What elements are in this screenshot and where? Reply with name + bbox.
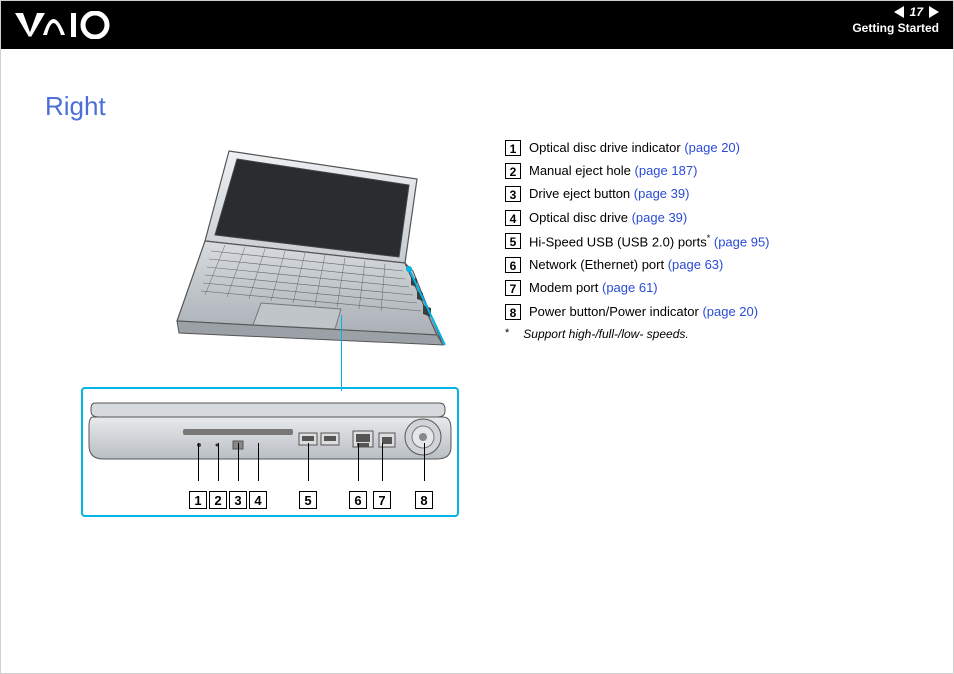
callout-row: 1234 5 67 8	[87, 483, 453, 509]
callout-line	[358, 443, 359, 481]
legend-row: 8 Power button/Power indicator (page 20)	[505, 303, 905, 321]
legend-text: Power button/Power indicator (page 20)	[529, 303, 905, 321]
callout-line	[218, 443, 219, 481]
legend-text: Optical disc drive (page 39)	[529, 209, 905, 227]
legend: 1 Optical disc drive indicator (page 20) 2…	[505, 139, 905, 343]
legend-label: Manual eject hole	[529, 163, 635, 178]
legend-row: 6 Network (Ethernet) port (page 63)	[505, 256, 905, 274]
legend-number-box: 1	[505, 140, 521, 156]
callout-line	[424, 443, 425, 481]
legend-label: Power button/Power indicator	[529, 304, 702, 319]
prev-page-icon[interactable]	[894, 6, 904, 18]
content: Right	[1, 49, 953, 673]
legend-text: Optical disc drive indicator (page 20)	[529, 139, 905, 157]
callout-line	[258, 443, 259, 481]
page-link[interactable]: (page 63)	[668, 257, 724, 272]
legend-label: Network (Ethernet) port	[529, 257, 668, 272]
callout-box: 3	[229, 491, 247, 509]
legend-text: Modem port (page 61)	[529, 279, 905, 297]
legend-number-box: 3	[505, 186, 521, 202]
section-name: Getting Started	[852, 21, 939, 35]
legend-text: Manual eject hole (page 187)	[529, 162, 905, 180]
footnote-text: Support high-/full-/low- speeds.	[523, 326, 688, 343]
page-link[interactable]: (page 95)	[710, 234, 769, 249]
footnote: * Support high-/full-/low- speeds.	[505, 326, 905, 343]
legend-number-box: 8	[505, 304, 521, 320]
legend-row: 4 Optical disc drive (page 39)	[505, 209, 905, 227]
callout-line	[198, 443, 199, 481]
page-link[interactable]: (page 20)	[702, 304, 758, 319]
page: 17 Getting Started Right	[0, 0, 954, 674]
legend-label: Hi-Speed USB (USB 2.0) ports	[529, 234, 707, 249]
legend-number-box: 6	[505, 257, 521, 273]
page-title: Right	[45, 91, 106, 122]
vaio-logo	[15, 11, 135, 45]
page-link[interactable]: (page 39)	[632, 210, 688, 225]
page-link[interactable]: (page 20)	[684, 140, 740, 155]
legend-row: 1 Optical disc drive indicator (page 20)	[505, 139, 905, 157]
legend-number-box: 7	[505, 280, 521, 296]
legend-row: 2 Manual eject hole (page 187)	[505, 162, 905, 180]
page-number: 17	[910, 5, 923, 19]
legend-text: Network (Ethernet) port (page 63)	[529, 256, 905, 274]
page-link[interactable]: (page 61)	[602, 280, 658, 295]
callout-box: 5	[299, 491, 317, 509]
legend-label: Optical disc drive	[529, 210, 632, 225]
callout-box: 1	[189, 491, 207, 509]
header-bar: 17 Getting Started	[1, 1, 953, 49]
callout-line	[308, 443, 309, 481]
callout-line	[238, 443, 239, 481]
legend-row: 5 Hi-Speed USB (USB 2.0) ports* (page 95)	[505, 232, 905, 252]
legend-label: Optical disc drive indicator	[529, 140, 684, 155]
legend-label: Drive eject button	[529, 186, 634, 201]
laptop-illustration	[165, 145, 465, 385]
callout-line	[382, 443, 383, 481]
legend-row: 3 Drive eject button (page 39)	[505, 185, 905, 203]
callout-box: 4	[249, 491, 267, 509]
page-link[interactable]: (page 187)	[635, 163, 698, 178]
callout-box: 2	[209, 491, 227, 509]
legend-text: Drive eject button (page 39)	[529, 185, 905, 203]
legend-label: Modem port	[529, 280, 602, 295]
legend-text: Hi-Speed USB (USB 2.0) ports* (page 95)	[529, 232, 905, 252]
callout-box: 6	[349, 491, 367, 509]
side-profile	[87, 395, 453, 469]
legend-number-box: 5	[505, 233, 521, 249]
callout-box: 7	[373, 491, 391, 509]
page-link[interactable]: (page 39)	[634, 186, 690, 201]
footnote-mark: *	[505, 326, 509, 343]
diagram-connector	[341, 315, 342, 391]
legend-number-box: 4	[505, 210, 521, 226]
legend-row: 7 Modem port (page 61)	[505, 279, 905, 297]
next-page-icon[interactable]	[929, 6, 939, 18]
callout-box: 8	[415, 491, 433, 509]
diagram-region: 1234 5 67 8	[81, 139, 471, 519]
header-meta: 17 Getting Started	[852, 5, 939, 35]
legend-number-box: 2	[505, 163, 521, 179]
